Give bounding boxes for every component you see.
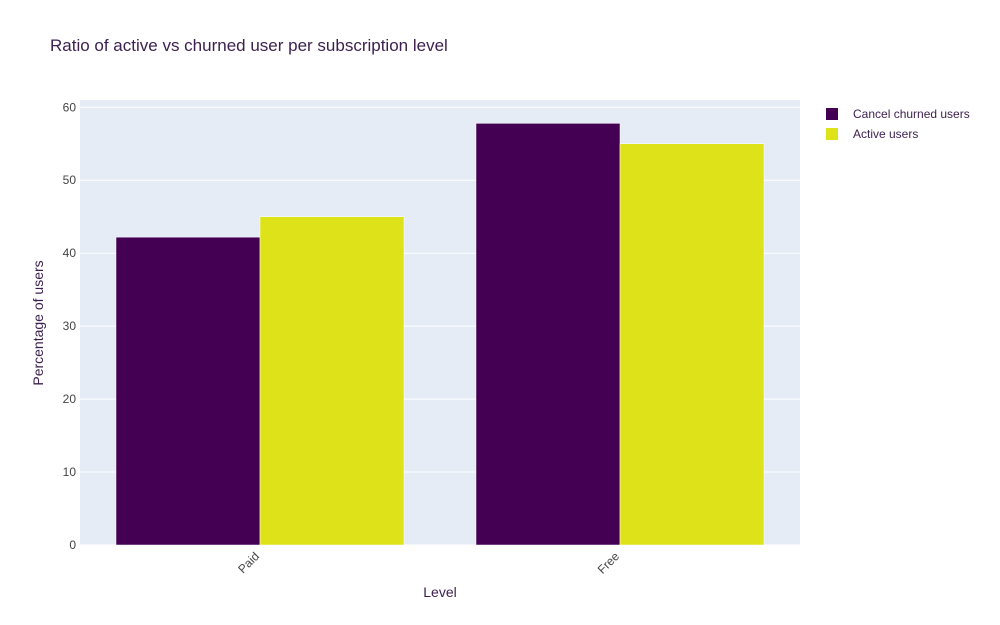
legend-swatch (826, 128, 838, 140)
legend-swatch (826, 108, 838, 120)
legend-label: Active users (853, 127, 918, 141)
legend-label: Cancel churned users (853, 107, 970, 121)
y-tick-label: 40 (63, 246, 77, 260)
bar-cancel-churned-users-paid[interactable] (116, 237, 260, 545)
y-tick-label: 30 (63, 319, 77, 333)
y-tick-label: 50 (63, 173, 77, 187)
y-tick-label: 10 (63, 465, 77, 479)
y-tick-label: 20 (63, 392, 77, 406)
y-tick-label: 0 (69, 538, 76, 552)
bar-cancel-churned-users-free[interactable] (476, 123, 620, 545)
y-tick-label: 60 (63, 100, 77, 114)
y-axis-title: Percentage of users (30, 260, 46, 385)
x-axis-title: Level (423, 584, 456, 600)
bar-active-users-paid[interactable] (260, 217, 404, 545)
bar-active-users-free[interactable] (620, 144, 764, 545)
chart-title: Ratio of active vs churned user per subs… (50, 36, 448, 55)
